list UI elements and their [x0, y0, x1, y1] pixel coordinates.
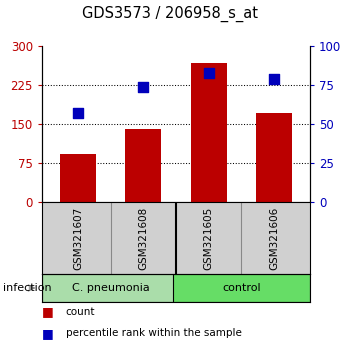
Point: [271, 76, 277, 81]
Bar: [191, 63, 227, 202]
Text: GDS3573 / 206958_s_at: GDS3573 / 206958_s_at: [82, 6, 258, 22]
Text: ■: ■: [42, 327, 54, 339]
Bar: [256, 113, 292, 202]
Text: GSM321606: GSM321606: [269, 206, 279, 270]
Point: [75, 110, 81, 116]
Text: ■: ■: [42, 306, 54, 318]
Text: count: count: [66, 307, 95, 317]
Text: GSM321608: GSM321608: [138, 206, 148, 270]
Bar: [60, 154, 96, 202]
Text: C. pneumonia: C. pneumonia: [72, 283, 150, 293]
Bar: [125, 129, 161, 202]
Point: [141, 84, 146, 90]
Text: percentile rank within the sample: percentile rank within the sample: [66, 328, 242, 338]
Text: control: control: [222, 283, 261, 293]
Bar: [173, 274, 310, 302]
Text: GSM321607: GSM321607: [73, 206, 83, 270]
Bar: [42, 274, 179, 302]
Point: [206, 70, 211, 75]
Text: GSM321605: GSM321605: [204, 206, 214, 270]
Text: infection: infection: [3, 283, 52, 293]
